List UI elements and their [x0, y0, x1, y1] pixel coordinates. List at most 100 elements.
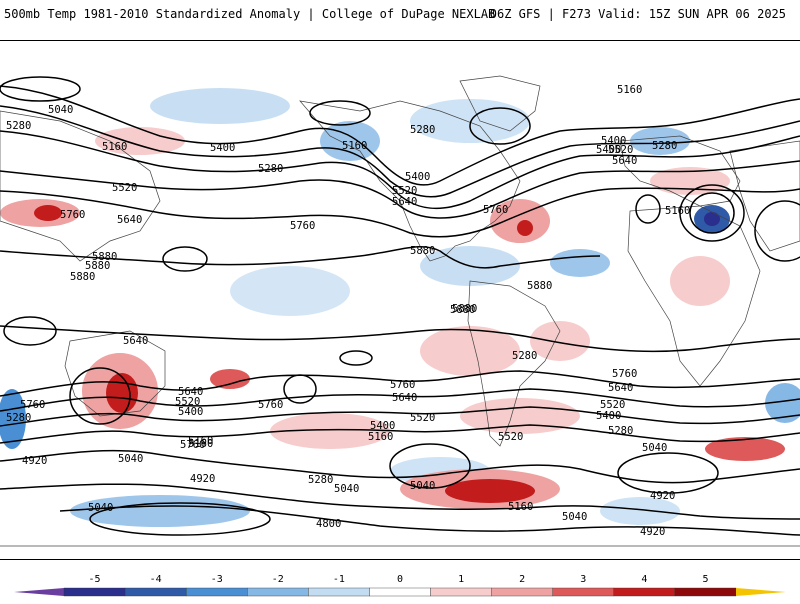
contour-label: 5520 — [608, 144, 633, 156]
contour-closed-low — [754, 200, 800, 262]
contour-label: 5760 — [612, 368, 637, 380]
anomaly-patch — [34, 205, 62, 221]
anomaly-colorbar: -5 -4 -3 -2 -1 0 1 2 3 4 5 — [0, 570, 800, 600]
contour-label: 5400 — [596, 144, 621, 156]
anomaly-patch — [230, 266, 350, 316]
europe-outline — [619, 135, 741, 207]
contour-line — [0, 449, 800, 484]
contour-label: 5280 — [258, 163, 283, 175]
anomaly-patch — [95, 127, 185, 155]
contour-label: 5160 — [508, 501, 533, 513]
north-america-outline — [299, 100, 521, 262]
map-canvas: 5040 5280 5160 5400 5280 5160 5280 5160 … — [0, 75, 800, 547]
contour-label: 5040 — [410, 480, 435, 492]
contour-label: 5880 — [70, 271, 95, 283]
contour-label: 5640 — [117, 214, 142, 226]
contour-label: 5520 — [410, 412, 435, 424]
colorbar-tick-label: 3 — [580, 574, 586, 585]
anomaly-patch — [410, 99, 530, 143]
contour-label: 5520 — [600, 399, 625, 411]
anomaly-patch — [210, 369, 250, 389]
map-panel: 5040 5280 5160 5400 5280 5160 5280 5160 … — [0, 40, 800, 560]
contour-label: 5040 — [642, 442, 667, 454]
contour-line — [0, 483, 800, 520]
contour-closed-high — [3, 316, 57, 346]
contour-label: 4800 — [316, 518, 341, 530]
contour-label: 5280 — [512, 350, 537, 362]
anomaly-patch — [420, 326, 520, 376]
contour-closed-low — [617, 452, 719, 494]
contour-line — [0, 406, 800, 427]
contour-label: 5400 — [596, 410, 621, 422]
contour-line — [0, 245, 601, 269]
contour-closed-high — [339, 350, 373, 366]
contour-label: 5760 — [20, 399, 45, 411]
contour-closed-low — [309, 100, 371, 126]
colorbar-tick-label: 4 — [641, 574, 647, 585]
anomaly-patch — [445, 479, 535, 503]
anomaly-patch — [460, 398, 580, 434]
anomaly-patch — [530, 321, 590, 361]
contour-label: 5760 — [290, 220, 315, 232]
colorbar-segment — [613, 587, 676, 597]
contour-label: 5640 — [608, 382, 633, 394]
contour-label: 5760 — [60, 209, 85, 221]
colorbar-tick-label: 0 — [397, 574, 403, 585]
colorbar-segment — [308, 587, 370, 597]
contour-label: 5520 — [498, 431, 523, 443]
contour-label: 5400 — [178, 406, 203, 418]
contour-label: 4920 — [22, 455, 47, 467]
anomaly-patch — [490, 199, 550, 243]
colorbar-tick-label: 2 — [519, 574, 525, 585]
contour-line — [0, 160, 800, 219]
colorbar-tick-label: 5 — [702, 574, 708, 585]
contour-closed-high — [162, 246, 208, 272]
anomaly-patch — [550, 249, 610, 277]
contour-label: 5880 — [410, 245, 435, 257]
asia-east-outline — [729, 140, 800, 252]
contour-labels: 5040 5280 5160 5400 5280 5160 5280 5160 … — [6, 84, 690, 538]
contour-label: 5040 — [88, 502, 113, 514]
anomaly-patch — [670, 256, 730, 306]
contour-label: 5880 — [450, 304, 475, 316]
contour-label: 5040 — [118, 453, 143, 465]
contour-closed-low — [469, 107, 531, 145]
contour-label: 5040 — [334, 483, 359, 495]
anomaly-patch — [270, 413, 390, 449]
contour-closed-low — [679, 184, 745, 242]
colorbar-segment — [491, 587, 553, 597]
contour-line — [0, 85, 800, 186]
contour-label: 5400 — [405, 171, 430, 183]
contour-label: 5280 — [410, 124, 435, 136]
contour-closed-low — [389, 443, 471, 489]
contour-line — [0, 370, 800, 397]
header: 500mb Temp 1981-2010 Standardized Anomal… — [0, 0, 800, 30]
contour-label: 5640 — [178, 386, 203, 398]
colorbar-tick-label: -5 — [89, 574, 101, 585]
contour-label: 5880 — [92, 251, 117, 263]
colorbar-max-extend — [736, 588, 786, 596]
contour-label: 5280 — [308, 474, 333, 486]
contour-line — [0, 130, 800, 210]
contour-line — [0, 424, 800, 444]
contour-label: 5280 — [6, 412, 31, 424]
contour-label: 5160 — [342, 140, 367, 152]
contour-label: 5760 — [180, 439, 205, 451]
contour-closed-low — [635, 194, 661, 224]
anomaly-patch — [0, 389, 26, 449]
contour-label: 5160 — [188, 438, 213, 450]
height-contours — [0, 76, 800, 536]
map-title: 500mb Temp 1981-2010 Standardized Anomal… — [4, 7, 496, 21]
contour-label: 5040 — [562, 511, 587, 523]
contour-label: 5280 — [6, 120, 31, 132]
contour-closed-high — [283, 374, 317, 404]
greenland-outline — [459, 75, 541, 132]
contour-line — [59, 505, 800, 536]
contour-label: 5640 — [123, 335, 148, 347]
contour-label: 5160 — [188, 435, 213, 447]
contour-label: 5640 — [392, 392, 417, 404]
colorbar-segment — [185, 587, 248, 597]
contour-label: 4920 — [640, 526, 665, 538]
contour-label: 5400 — [601, 135, 626, 147]
anomaly-patch — [106, 373, 138, 413]
